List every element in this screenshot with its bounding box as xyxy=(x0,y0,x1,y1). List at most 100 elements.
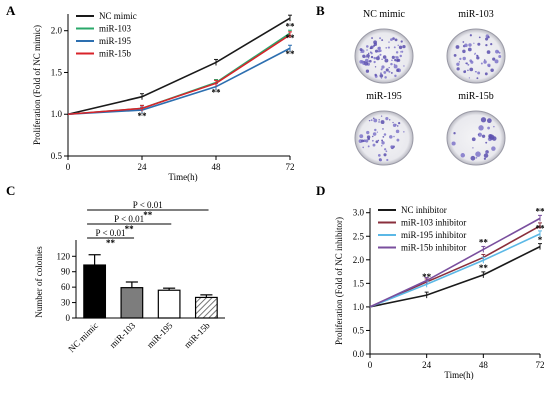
colony xyxy=(363,139,367,143)
panel-a-line-chart: 0.5 1.0 1.5 2.0 0 24 48 72 Time(h) Proliferation … xyxy=(32,11,295,182)
colony xyxy=(474,52,476,55)
colony xyxy=(473,42,475,44)
colony xyxy=(373,56,377,60)
significance-marker: ** xyxy=(479,263,489,273)
x-tick-label: 0 xyxy=(368,360,373,370)
colony xyxy=(391,55,395,59)
colony xyxy=(395,51,399,54)
y-tick-label: 3.0 xyxy=(353,208,365,218)
colony xyxy=(373,118,378,123)
colony xyxy=(359,48,363,52)
series-line-0 xyxy=(369,245,541,308)
y-axis-label: Number of colonies xyxy=(34,246,44,318)
colony xyxy=(374,66,377,68)
y-axis-label: Proliferation (Fold of NC mimic) xyxy=(32,25,42,145)
legend-entry: miR-103 xyxy=(99,24,132,34)
colony xyxy=(373,44,376,47)
colony xyxy=(380,68,383,71)
colony xyxy=(451,141,456,146)
y-tick-label: 1.0 xyxy=(51,109,63,119)
colony xyxy=(366,135,371,139)
colony xyxy=(469,34,472,37)
colony xyxy=(477,42,481,46)
colony xyxy=(393,64,398,69)
colony xyxy=(465,62,468,65)
colony xyxy=(402,44,406,49)
colony xyxy=(483,157,487,160)
colony xyxy=(380,72,382,74)
colony xyxy=(389,135,393,139)
comparison-stars: ** xyxy=(143,210,153,220)
bar-3 xyxy=(194,296,218,319)
y-tick-label: 1.5 xyxy=(51,67,63,77)
series-line-3 xyxy=(369,217,541,308)
colony xyxy=(372,135,374,138)
colony xyxy=(388,119,391,121)
colony xyxy=(475,156,478,159)
colony xyxy=(381,65,385,69)
colony xyxy=(383,153,387,157)
x-tick-label: 48 xyxy=(479,360,489,370)
colony xyxy=(368,119,371,122)
y-tick-label: 0 xyxy=(66,313,71,323)
colony xyxy=(370,55,374,59)
panel-letter-a: A xyxy=(6,3,16,18)
colony xyxy=(364,61,369,66)
colony xyxy=(365,69,370,73)
colony xyxy=(385,47,388,49)
colony xyxy=(391,59,393,62)
colony xyxy=(379,37,382,40)
dish-label: miR-195 xyxy=(366,91,402,102)
panel-letter-b: B xyxy=(316,3,325,18)
colony xyxy=(487,63,491,67)
colony xyxy=(403,131,405,133)
bar-0 xyxy=(83,264,107,319)
colony xyxy=(367,137,370,141)
colony xyxy=(364,58,369,63)
comparison-p-value: P < 0.01 xyxy=(96,228,126,238)
colony xyxy=(387,46,390,49)
legend-entry: miR-15b inhibitor xyxy=(401,243,466,253)
colony xyxy=(379,158,382,162)
colony xyxy=(380,144,383,147)
colony xyxy=(370,119,373,122)
colony xyxy=(485,141,488,144)
legend-entry: miR-195 inhibitor xyxy=(401,230,466,240)
colony xyxy=(476,77,479,80)
colony xyxy=(380,77,383,79)
colony xyxy=(487,36,490,39)
y-tick-label: 30 xyxy=(61,298,71,308)
colony xyxy=(455,45,460,49)
colony xyxy=(395,56,397,58)
bar-1 xyxy=(120,287,144,319)
x-axis-label: Time(h) xyxy=(168,172,197,182)
colony xyxy=(470,60,474,64)
colony xyxy=(388,41,390,43)
y-tick-label: 1.5 xyxy=(353,278,365,288)
colony xyxy=(467,63,470,66)
colony xyxy=(395,129,400,134)
significance-marker: ** xyxy=(212,88,222,98)
colony xyxy=(490,43,493,46)
colony xyxy=(458,61,460,63)
colony xyxy=(374,49,379,53)
colony xyxy=(396,138,400,142)
colony xyxy=(475,151,481,157)
series-line-3 xyxy=(67,34,291,116)
colony xyxy=(382,136,385,138)
colony xyxy=(488,134,495,140)
comparison-stars: ** xyxy=(106,238,116,248)
colony xyxy=(371,139,374,142)
colony xyxy=(385,150,388,153)
colony xyxy=(396,69,400,72)
colony xyxy=(471,137,476,142)
colony xyxy=(366,49,368,51)
colony xyxy=(480,117,487,123)
colony xyxy=(492,57,496,61)
colony xyxy=(393,63,396,66)
colony xyxy=(498,51,501,54)
colony xyxy=(380,115,383,117)
legend-entry: NC mimic xyxy=(99,11,137,21)
colony xyxy=(403,65,405,67)
